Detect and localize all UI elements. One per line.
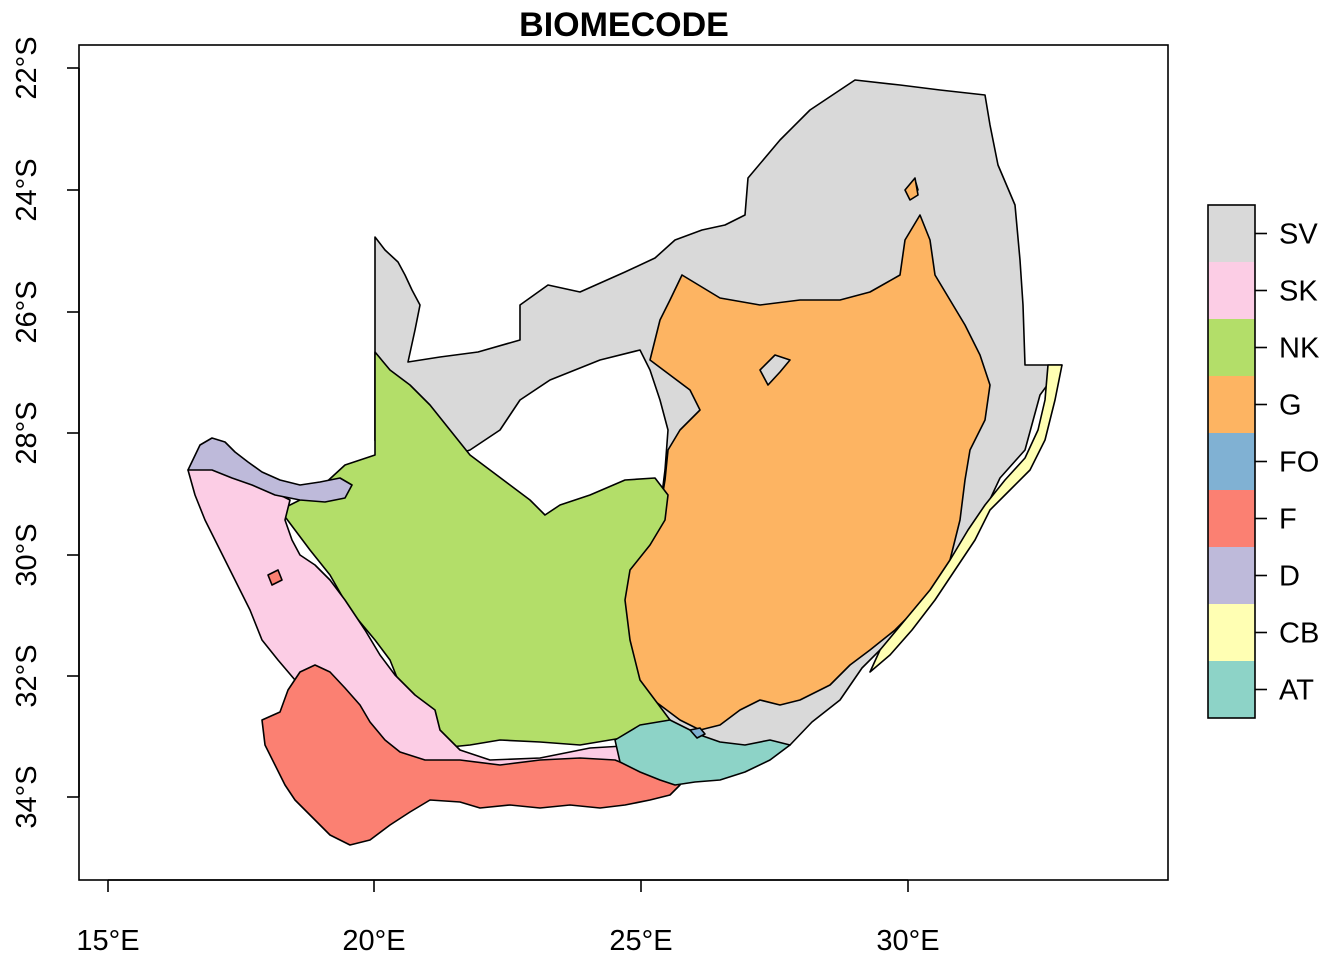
legend-label-cb: CB <box>1279 618 1319 650</box>
y-tick-label: 32°S <box>11 644 43 707</box>
region-fo-1 <box>689 727 706 739</box>
y-tick-label: 26°S <box>11 280 43 343</box>
region-d <box>187 437 353 503</box>
legend-label-fo: FO <box>1279 447 1319 479</box>
legend-label-sv: SV <box>1279 219 1318 251</box>
legend-swatch-d <box>1208 547 1255 604</box>
y-tick-label: 24°S <box>11 158 43 221</box>
y-tick-label: 28°S <box>11 401 43 464</box>
biome-regions <box>187 79 1063 846</box>
legend-swatch-f <box>1208 490 1255 547</box>
x-tick-label: 25°E <box>609 925 672 957</box>
y-tick-label: 22°S <box>11 36 43 99</box>
legend-swatch-sv <box>1208 205 1255 262</box>
legend-label-f: F <box>1279 504 1297 536</box>
y-axis: 22°S 24°S 26°S 28°S 30°S 32°S 34°S <box>11 36 80 829</box>
legend: SV SK NK G FO FD CB AT <box>1207 204 1320 719</box>
legend-label-nk: NK <box>1279 333 1320 365</box>
legend-swatch-fo <box>1208 433 1255 490</box>
legend-frame <box>1207 204 1256 719</box>
legend-swatch-sk <box>1208 262 1255 319</box>
legend-label-sk: SK <box>1279 276 1318 308</box>
region-g <box>617 214 991 731</box>
x-tick-label: 20°E <box>342 925 405 957</box>
x-tick-label: 30°E <box>876 925 939 957</box>
legend-label-at: AT <box>1279 675 1314 707</box>
y-tick-label: 30°S <box>11 523 43 586</box>
region-patch-2 <box>904 177 919 201</box>
region-patch-3 <box>267 569 283 586</box>
legend-swatch-at <box>1208 661 1255 718</box>
legend-swatch-cb <box>1208 604 1255 661</box>
map-title: BIOMECODE <box>519 6 729 44</box>
y-tick-label: 34°S <box>11 765 43 828</box>
region-cb <box>869 364 1063 673</box>
region-sk <box>187 454 661 781</box>
x-axis: 15°E 20°E 25°E 30°E <box>76 879 940 957</box>
legend-label-g: G <box>1279 390 1302 422</box>
legend-label-d: D <box>1279 561 1300 593</box>
legend-swatch-g <box>1208 376 1255 433</box>
region-f <box>261 664 681 846</box>
legend-swatch-nk <box>1208 319 1255 376</box>
x-tick-label: 15°E <box>76 925 139 957</box>
region-patch-1 <box>759 354 791 386</box>
